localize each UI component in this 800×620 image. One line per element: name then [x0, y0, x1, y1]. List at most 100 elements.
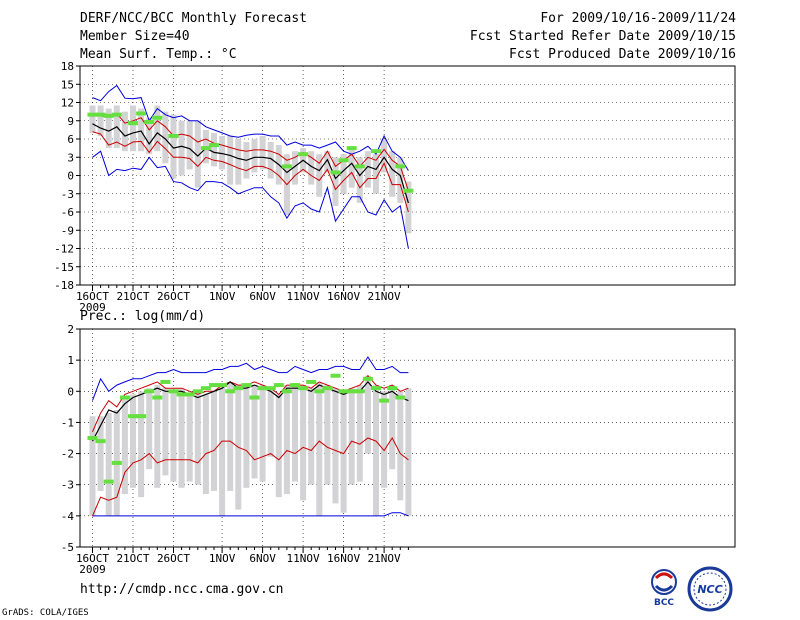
- x-tick-label: 21OCT: [116, 552, 149, 565]
- spread-box: [235, 139, 242, 185]
- observed-marker: [362, 376, 373, 381]
- observed-marker: [225, 389, 236, 394]
- observed-marker: [160, 379, 171, 384]
- x-tick-label: 21NOV: [368, 290, 401, 303]
- x-tick-label: 16NOV: [327, 290, 360, 303]
- spread-box: [186, 120, 193, 170]
- footer-url[interactable]: http://cmdp.ncc.cma.gov.cn: [80, 582, 284, 597]
- observed-marker: [306, 379, 317, 384]
- spread-box: [251, 385, 258, 479]
- grads-credit: GrADS: COLA/IGES: [2, 608, 89, 618]
- spread-box: [283, 385, 290, 495]
- y-tick-label: 9: [67, 115, 74, 128]
- forecast-produced-date: Fcst Produced Date 2009/10/16: [509, 47, 736, 62]
- observed-marker: [200, 146, 211, 151]
- observed-marker: [298, 386, 309, 391]
- observed-marker: [371, 149, 381, 154]
- observed-marker: [136, 414, 147, 419]
- spread-box: [105, 413, 112, 516]
- spread-box: [138, 108, 145, 152]
- y-tick-label: -18: [54, 279, 74, 292]
- spread-box: [332, 388, 339, 504]
- ncc-logo: NCC: [686, 566, 734, 616]
- observed-marker: [209, 143, 219, 148]
- x-tick-label: 6NOV: [249, 290, 276, 303]
- plot-frame: [79, 328, 736, 548]
- spread-box: [97, 416, 104, 491]
- y-tick-label: 12: [61, 97, 74, 110]
- observed-marker: [176, 392, 187, 397]
- spread-box: [227, 135, 234, 185]
- spread-box: [138, 391, 145, 498]
- spread-box: [340, 154, 347, 194]
- spread-box: [121, 111, 128, 152]
- x-tick-label: 11NOV: [287, 552, 320, 565]
- observed-marker: [87, 436, 98, 440]
- variable-label: Mean Surf. Temp.: °C: [80, 47, 237, 62]
- spread-box: [389, 385, 396, 470]
- spread-box: [292, 151, 298, 185]
- spread-box: [381, 391, 388, 488]
- spread-box: [259, 385, 266, 482]
- forecast-period: For 2009/10/16-2009/11/24: [540, 11, 736, 26]
- observed-marker: [257, 386, 268, 391]
- observed-marker: [265, 386, 276, 391]
- y-tick-label: -5: [61, 541, 74, 554]
- observed-marker: [403, 188, 414, 193]
- mean-line: [92, 123, 409, 204]
- spread-box: [275, 394, 282, 498]
- x-tick-label: 21NOV: [368, 552, 401, 565]
- observed-marker: [281, 389, 292, 394]
- spread-box: [243, 385, 250, 488]
- observed-marker: [128, 414, 138, 419]
- y-tick-label: 18: [61, 60, 74, 73]
- spread-box: [211, 391, 217, 491]
- spread-box: [105, 108, 112, 149]
- spread-box: [170, 114, 177, 179]
- y-tick-label: -3: [61, 479, 74, 492]
- spread-box: [405, 181, 412, 234]
- x-year-label: 2009: [79, 563, 106, 576]
- observed-marker: [136, 111, 147, 116]
- spread-box: [227, 381, 234, 491]
- observed-marker: [209, 383, 219, 388]
- spread-box: [267, 388, 274, 457]
- spread-box: [162, 388, 169, 476]
- spread-box: [364, 151, 371, 188]
- chart-title: DERF/NCC/BCC Monthly Forecast: [80, 11, 307, 26]
- bcc-logo-text: BCC: [654, 598, 674, 608]
- y-tick-label: -6: [61, 206, 74, 219]
- y-tick-label: -3: [61, 188, 74, 201]
- y-tick-label: -1: [61, 416, 74, 429]
- y-tick-label: 2: [67, 323, 74, 336]
- observed-marker: [95, 112, 106, 117]
- spread-box: [154, 105, 161, 152]
- observed-marker: [119, 395, 130, 400]
- spread-box: [332, 157, 339, 206]
- observed-marker: [241, 383, 252, 388]
- y-tick-label: -2: [61, 448, 74, 461]
- member-size: Member Size=40: [80, 29, 190, 44]
- x-tick-label: 1NOV: [209, 290, 236, 303]
- spread-box: [373, 154, 379, 194]
- spread-box: [219, 135, 226, 170]
- x-tick-label: 21OCT: [116, 290, 149, 303]
- observed-marker: [354, 389, 365, 394]
- y-tick-label: 15: [61, 78, 74, 91]
- y-tick-label: -9: [61, 224, 74, 237]
- spread-box: [202, 394, 209, 495]
- spread-box: [130, 105, 136, 152]
- observed-marker: [152, 395, 163, 400]
- observed-marker: [103, 113, 114, 118]
- observed-marker: [217, 383, 228, 388]
- spread-box: [146, 117, 153, 155]
- x-tick-label: 16NOV: [327, 552, 360, 565]
- x-tick-label: 26OCT: [157, 290, 190, 303]
- observed-marker: [338, 158, 349, 163]
- spread-box: [397, 391, 404, 501]
- prec-panel-title: Prec.: log(mm/d): [80, 309, 206, 324]
- y-tick-label: 1: [67, 354, 74, 367]
- observed-marker: [322, 386, 333, 391]
- spread-box: [130, 394, 136, 488]
- observed-marker: [346, 146, 357, 151]
